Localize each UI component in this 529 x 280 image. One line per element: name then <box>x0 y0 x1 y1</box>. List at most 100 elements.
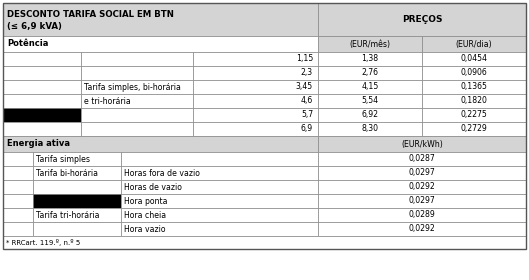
Bar <box>3 36 318 52</box>
Bar <box>193 108 318 122</box>
Bar <box>3 122 81 136</box>
Bar <box>33 222 121 236</box>
Text: 2,3: 2,3 <box>301 69 313 78</box>
Bar <box>3 208 33 222</box>
Text: Hora ponta: Hora ponta <box>124 197 168 206</box>
Bar <box>3 66 81 80</box>
Bar <box>121 152 318 166</box>
Text: Tarifa bi-horária: Tarifa bi-horária <box>36 169 98 178</box>
Bar <box>121 166 318 180</box>
Text: 0,2729: 0,2729 <box>461 125 487 134</box>
Text: 0,1365: 0,1365 <box>461 83 487 92</box>
Bar <box>318 152 526 166</box>
Bar <box>422 122 526 136</box>
Bar <box>121 208 318 222</box>
Text: 8,30: 8,30 <box>361 125 379 134</box>
Bar <box>318 36 422 52</box>
Text: (EUR/mês): (EUR/mês) <box>350 39 390 48</box>
Text: e tri-horária: e tri-horária <box>84 97 131 106</box>
Text: 0,0292: 0,0292 <box>408 183 435 192</box>
Bar <box>422 66 526 80</box>
Bar <box>3 52 81 66</box>
Bar <box>422 80 526 94</box>
Text: 0,0906: 0,0906 <box>461 69 487 78</box>
Bar <box>3 180 33 194</box>
Bar <box>318 94 422 108</box>
Text: 1,38: 1,38 <box>361 55 379 64</box>
Bar <box>3 108 81 122</box>
Bar <box>33 180 121 194</box>
Bar <box>318 108 422 122</box>
Text: 0,0297: 0,0297 <box>408 197 435 206</box>
Text: 0,0297: 0,0297 <box>408 169 435 178</box>
Text: 3,45: 3,45 <box>296 83 313 92</box>
Bar <box>318 180 526 194</box>
Bar <box>3 236 526 249</box>
Bar <box>81 108 193 122</box>
Bar <box>318 122 422 136</box>
Text: 4,15: 4,15 <box>361 83 379 92</box>
Text: (EUR/kWh): (EUR/kWh) <box>401 139 443 148</box>
Bar <box>193 80 318 94</box>
Bar <box>3 94 81 108</box>
Bar <box>81 66 193 80</box>
Bar <box>318 222 526 236</box>
Text: 0,0292: 0,0292 <box>408 225 435 234</box>
Text: 6,92: 6,92 <box>361 111 379 120</box>
Text: 0,0287: 0,0287 <box>408 155 435 164</box>
Bar <box>3 152 33 166</box>
Bar <box>3 3 318 36</box>
Text: Tarifa simples, bi-horária: Tarifa simples, bi-horária <box>84 83 181 92</box>
Bar <box>318 194 526 208</box>
Bar <box>33 208 121 222</box>
Bar <box>33 152 121 166</box>
Bar <box>318 52 422 66</box>
Bar <box>3 80 81 94</box>
Bar <box>193 122 318 136</box>
Text: 6,9: 6,9 <box>301 125 313 134</box>
Bar <box>318 166 526 180</box>
Text: (≤ 6,9 kVA): (≤ 6,9 kVA) <box>7 22 62 31</box>
Text: DESCONTO TARIFA SOCIAL EM BTN: DESCONTO TARIFA SOCIAL EM BTN <box>7 10 174 19</box>
Bar <box>3 166 33 180</box>
Text: Hora vazio: Hora vazio <box>124 225 166 234</box>
Text: 5,54: 5,54 <box>361 97 379 106</box>
Bar <box>121 194 318 208</box>
Bar <box>81 52 193 66</box>
Text: 2,76: 2,76 <box>361 69 379 78</box>
Bar <box>33 194 121 208</box>
Bar <box>422 94 526 108</box>
Bar <box>193 52 318 66</box>
Bar <box>422 108 526 122</box>
Bar <box>121 180 318 194</box>
Bar <box>3 194 33 208</box>
Bar <box>3 136 318 152</box>
Text: 0,1820: 0,1820 <box>461 97 487 106</box>
Bar <box>81 122 193 136</box>
Bar <box>422 36 526 52</box>
Bar <box>318 136 526 152</box>
Bar <box>193 94 318 108</box>
Text: 0,2275: 0,2275 <box>461 111 487 120</box>
Text: Tarifa tri-horária: Tarifa tri-horária <box>36 211 99 220</box>
Text: * RRCart. 119.º, n.º 5: * RRCart. 119.º, n.º 5 <box>6 239 80 246</box>
Bar <box>318 80 422 94</box>
Text: Potência: Potência <box>7 39 48 48</box>
Bar <box>193 66 318 80</box>
Text: 1,15: 1,15 <box>296 55 313 64</box>
Text: Hora cheia: Hora cheia <box>124 211 166 220</box>
Text: 0,0289: 0,0289 <box>408 211 435 220</box>
Text: Energia ativa: Energia ativa <box>7 139 70 148</box>
Bar <box>318 66 422 80</box>
Bar <box>422 52 526 66</box>
Bar <box>81 94 193 108</box>
Bar <box>318 208 526 222</box>
Bar <box>318 3 526 36</box>
Text: Tarifa simples: Tarifa simples <box>36 155 90 164</box>
Text: 4,6: 4,6 <box>301 97 313 106</box>
Text: PREÇOS: PREÇOS <box>402 15 442 24</box>
Text: 5,7: 5,7 <box>301 111 313 120</box>
Text: Horas de vazio: Horas de vazio <box>124 183 182 192</box>
Bar <box>121 222 318 236</box>
Bar <box>33 166 121 180</box>
